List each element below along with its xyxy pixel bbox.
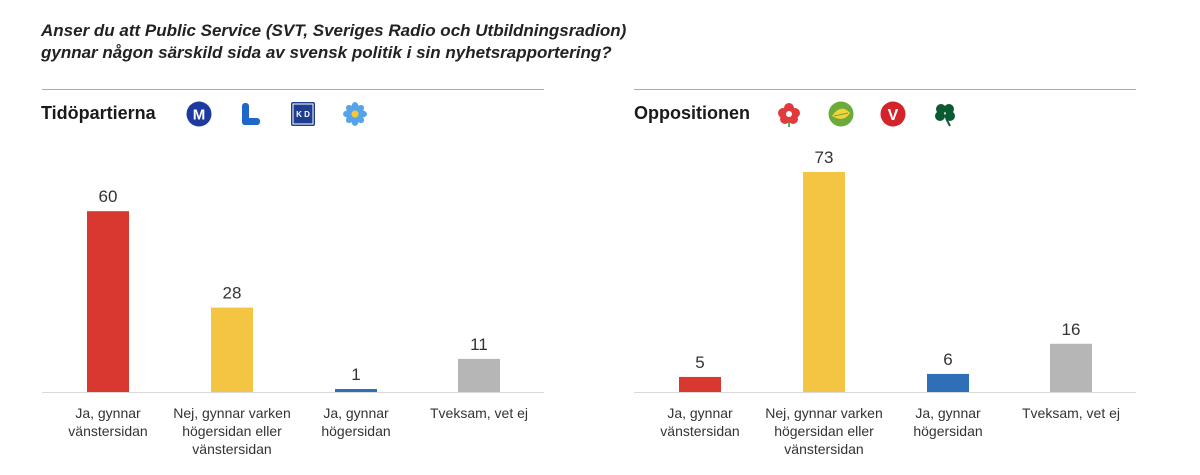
socialdemokraterna-logo [778, 103, 800, 127]
bar-value-label-1: 28 [223, 284, 242, 303]
bar-value-label-0: 5 [695, 353, 704, 372]
panel-heading-tidopartierna: Tidöpartierna [41, 103, 156, 123]
liberalerna-logo-text: L [238, 101, 239, 102]
kristdemokraterna-logo-text: K D [296, 110, 310, 119]
bar-3 [1050, 343, 1092, 392]
category-label-1-1: högersidan eller [182, 423, 282, 439]
moderaterna-logo: M [186, 101, 212, 127]
miljopartiet-logo [828, 101, 854, 127]
chart-oppositionen: 5 Ja, gynnar vänstersidan 73 Nej, gynnar var… [634, 148, 1136, 457]
category-label-2-1: högersidan [321, 423, 390, 439]
category-label-1-0: Nej, gynnar varken [765, 405, 883, 421]
chart-tidopartierna: 60 Ja, gynnar vänstersidan 28 Nej, gynnar va… [42, 187, 544, 457]
bar-value-label-0: 60 [99, 187, 118, 206]
bar-value-label-3: 11 [470, 335, 488, 354]
category-label-1-2: vänstersidan [784, 441, 863, 457]
bar-value-label-2: 1 [351, 365, 360, 384]
bar-3 [458, 358, 500, 392]
bar-2 [335, 388, 377, 392]
category-label-1-2: vänstersidan [192, 441, 271, 457]
category-label-2-1: högersidan [913, 423, 982, 439]
title-line-2: gynnar någon särskild sida av svensk pol… [41, 43, 612, 62]
bar-0 [87, 211, 129, 392]
category-label-0-1: vänstersidan [68, 423, 147, 439]
category-label-3-0: Tveksam, vet ej [1022, 405, 1120, 421]
category-label-0-0: Ja, gynnar [667, 405, 733, 421]
party-logos-left: M L K D [186, 101, 368, 127]
panel-heading-oppositionen: Oppositionen [634, 103, 750, 123]
bar-2 [927, 373, 969, 392]
chart-title: Anser du att Public Service (SVT, Sverig… [41, 20, 801, 64]
category-label-1-0: Nej, gynnar varken [173, 405, 291, 421]
liberalerna-logo: L [238, 101, 260, 125]
bar-0 [679, 376, 721, 392]
category-label-0-1: vänstersidan [660, 423, 739, 439]
bar-1 [803, 172, 845, 392]
moderaterna-logo-text: M [193, 107, 206, 124]
bar-value-label-1: 73 [815, 148, 834, 167]
party-logos-right: V [776, 101, 958, 127]
bar-value-label-2: 6 [943, 350, 952, 369]
category-label-2-0: Ja, gynnar [915, 405, 981, 421]
bar-value-label-3: 16 [1062, 320, 1081, 339]
title-line-1: Anser du att Public Service (SVT, Sverig… [41, 21, 627, 40]
category-label-3-0: Tveksam, vet ej [430, 405, 528, 421]
bar-1 [211, 307, 253, 392]
sverigedemokraterna-logo [343, 102, 367, 126]
category-label-2-0: Ja, gynnar [323, 405, 389, 421]
panel-divider-right [634, 89, 1136, 90]
panel-divider-left [42, 89, 544, 90]
vansterpartiet-logo: V [880, 101, 906, 127]
category-label-0-0: Ja, gynnar [75, 405, 141, 421]
vansterpartiet-logo-text: V [888, 107, 899, 124]
kristdemokraterna-logo: K D [291, 102, 315, 126]
category-label-1-1: högersidan eller [774, 423, 874, 439]
centerpartiet-logo [935, 104, 955, 127]
